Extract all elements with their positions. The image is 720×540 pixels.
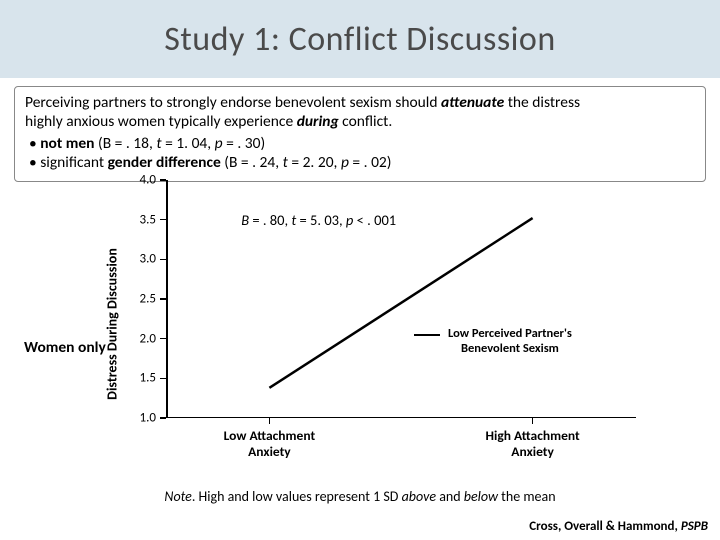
slide: { "title": "Study 1: Conflict Discussion… xyxy=(0,0,720,540)
y-tick xyxy=(160,417,166,419)
y-tick xyxy=(160,338,166,340)
bullet-not-men: not men (B = . 18, t = 1. 04, p = . 30) xyxy=(25,134,695,153)
x-tick-label: Low AttachmentAnxiety xyxy=(224,428,315,459)
y-tick xyxy=(160,378,166,380)
title-band: Study 1: Conflict Discussion xyxy=(0,0,720,78)
summary-box: Perceiving partners to strongly endorse … xyxy=(14,86,706,182)
y-tick-label: 2.5 xyxy=(140,292,156,307)
y-tick-label: 3.0 xyxy=(140,252,156,267)
summary-line-1: Perceiving partners to strongly endorse … xyxy=(25,93,695,112)
x-tick xyxy=(269,418,271,424)
x-tick-label: High AttachmentAnxiety xyxy=(486,428,580,459)
stats-annotation: B = . 80, t = 5. 03, p < . 001 xyxy=(241,211,396,229)
y-tick xyxy=(160,179,166,181)
chart: Distress During Discussion 1.01.52.02.53… xyxy=(126,180,666,468)
line-series xyxy=(166,180,636,418)
x-tick xyxy=(532,418,534,424)
women-only-label: Women only xyxy=(24,338,106,357)
footnote: Note. High and low values represent 1 SD… xyxy=(0,488,720,505)
y-tick xyxy=(160,259,166,261)
legend-line-icon xyxy=(414,334,440,337)
y-tick-label: 3.5 xyxy=(140,212,156,227)
y-tick xyxy=(160,219,166,221)
y-tick-label: 1.0 xyxy=(140,411,156,426)
y-tick-label: 4.0 xyxy=(140,173,156,188)
y-axis-label: Distress During Discussion xyxy=(104,248,121,400)
y-tick-label: 1.5 xyxy=(140,371,156,386)
legend-label: Low Perceived Partner'sBenevolent Sexism xyxy=(448,326,572,356)
page-title: Study 1: Conflict Discussion xyxy=(164,19,555,60)
citation: Cross, Overall & Hammond, PSPB xyxy=(529,519,708,534)
y-tick-label: 2.0 xyxy=(140,331,156,346)
y-tick xyxy=(160,298,166,300)
summary-line-2: highly anxious women typically experienc… xyxy=(25,112,695,131)
plot-area: 1.01.52.02.53.03.54.0Low AttachmentAnxie… xyxy=(166,180,636,418)
bullet-gender-diff: significant gender difference (B = . 24,… xyxy=(25,153,695,172)
